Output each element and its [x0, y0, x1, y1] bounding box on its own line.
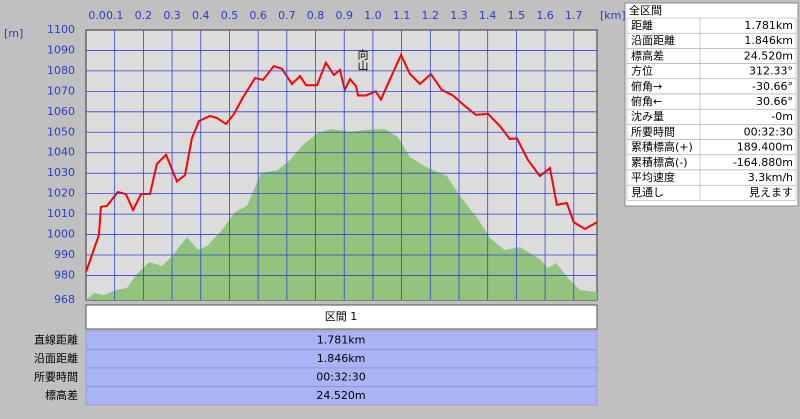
- summary-label: 沈み量: [631, 109, 664, 123]
- y-tick-label: 1010: [47, 207, 75, 220]
- y-tick-label: 1030: [47, 166, 75, 179]
- summary-title: 全区間: [629, 3, 662, 17]
- x-tick-label: 1.1: [393, 9, 411, 22]
- x-tick-label: 1.3: [450, 9, 468, 22]
- x-tick-label: 0.0: [88, 9, 106, 22]
- summary-value: 1.846km: [744, 34, 793, 47]
- x-tick-label: 1.5: [508, 9, 526, 22]
- y-tick-label: 1020: [47, 187, 75, 200]
- summary-value: 1.781km: [744, 19, 793, 32]
- x-tick-label: 0.2: [135, 9, 153, 22]
- section-cell: [85, 386, 598, 406]
- summary-value: 00:32:30: [744, 125, 793, 138]
- section-label: 沿面距離: [34, 351, 78, 365]
- summary-label: 距離: [631, 18, 653, 32]
- summary-value: 30.66°: [756, 95, 793, 108]
- section-value: 24.520m: [316, 389, 365, 402]
- y-tick-label: 1000: [47, 228, 75, 241]
- elevation-line: [85, 52, 598, 273]
- section-header-box: [85, 304, 598, 330]
- summary-value: 189.400m: [737, 141, 793, 154]
- summary-label: 見通し: [631, 186, 664, 199]
- y-tick-label: 990: [54, 248, 75, 261]
- section-label: 所要時間: [34, 371, 78, 384]
- section-label: 標高差: [45, 388, 78, 402]
- y-tick-label: 1070: [47, 84, 75, 97]
- summary-label: 平均速度: [631, 170, 675, 184]
- summary-label: 俯角→: [631, 79, 662, 93]
- terrain-area: [86, 129, 597, 300]
- summary-label: 累積標高(-): [631, 155, 688, 169]
- x-tick-label: 0.1: [106, 9, 124, 22]
- y-tick-label: 1090: [47, 43, 75, 56]
- x-tick-label: 0.3: [163, 9, 181, 22]
- x-tick-label: 0.5: [221, 9, 239, 22]
- x-tick-label: 1.7: [565, 9, 583, 22]
- chart: [85, 30, 598, 300]
- y-tick-label: 1100: [47, 23, 75, 36]
- summary-label: 方位: [631, 64, 653, 78]
- summary-label: 標高差: [631, 48, 664, 62]
- summary-label: 累積標高(+): [631, 140, 693, 154]
- x-tick-label: 1.4: [479, 9, 497, 22]
- summary-value: -30.66°: [752, 80, 793, 93]
- x-tick-label: 0.4: [192, 9, 210, 22]
- section-value: 1.781km: [317, 334, 366, 347]
- summary-row: [626, 184, 797, 201]
- x-axis-label: [km]: [600, 9, 626, 22]
- summary-value: -0m: [771, 110, 793, 123]
- section-header: 区間 1: [325, 310, 358, 323]
- y-tick-label: 1080: [47, 64, 75, 77]
- section-label: 直線距離: [34, 333, 78, 347]
- x-tick-label: 1.0: [364, 9, 382, 22]
- x-tick-label: 0.8: [307, 9, 325, 22]
- y-tick-label: 1040: [47, 146, 75, 159]
- x-tick-label: 0.9: [335, 9, 353, 22]
- y-tick-label: 968: [54, 293, 75, 306]
- section-value: 1.846km: [317, 352, 366, 365]
- y-tick-label: 980: [54, 268, 75, 281]
- peak-annotation: 向山: [356, 48, 369, 71]
- y-axis-label: [m]: [4, 27, 23, 40]
- summary-value: 24.520m: [744, 49, 793, 62]
- summary-value: 3.3km/h: [748, 171, 793, 184]
- summary-value: 見えます: [749, 186, 793, 199]
- y-tick-label: 1060: [47, 105, 75, 118]
- section-value: 00:32:30: [316, 371, 365, 384]
- summary-label: 所要時間: [631, 125, 675, 138]
- x-tick-label: 1.2: [422, 9, 440, 22]
- summary-value: -164.880m: [733, 156, 793, 169]
- x-tick-label: 1.6: [536, 9, 554, 22]
- summary-label: 俯角←: [631, 94, 662, 108]
- x-tick-label: 0.6: [249, 9, 267, 22]
- y-tick-label: 1050: [47, 125, 75, 138]
- summary-label: 沿面距離: [631, 33, 675, 47]
- summary-value: 312.33°: [749, 65, 793, 78]
- x-tick-label: 0.7: [278, 9, 296, 22]
